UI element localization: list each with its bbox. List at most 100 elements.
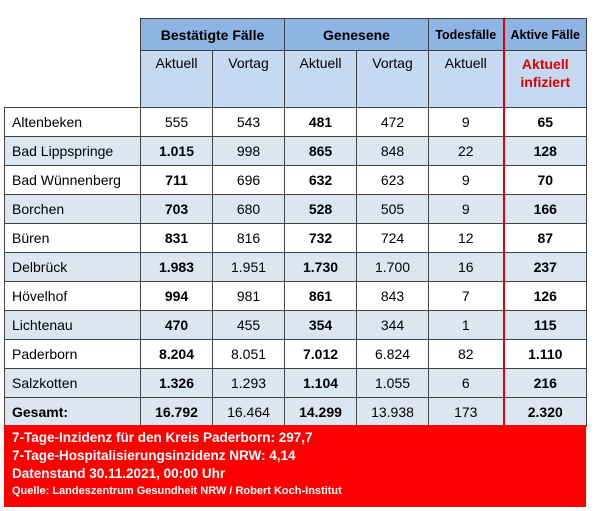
cell: 128	[502, 136, 588, 166]
cell: 543	[211, 107, 286, 137]
cell: 8.204	[140, 339, 213, 369]
group-header: Aktive Fälle	[502, 18, 588, 51]
cell: 711	[140, 165, 213, 195]
cell: 8.051	[211, 339, 286, 369]
cell: 724	[356, 223, 430, 253]
sub-header: Aktuell infiziert	[502, 50, 588, 108]
cell: 994	[140, 281, 213, 311]
data-row: Salzkotten 1.326 1.293 1.104 1.055 6 216	[4, 368, 588, 398]
cell: 237	[502, 252, 588, 282]
cell: 1	[428, 310, 505, 340]
cell: 732	[284, 223, 358, 253]
row-label: Delbrück	[4, 252, 141, 282]
group-header: Genesene	[284, 18, 430, 51]
cell: 16.792	[140, 397, 213, 427]
info-box: 7-Tage-Inzidenz für den Kreis Paderborn:…	[4, 425, 586, 507]
cell: 528	[284, 194, 358, 224]
row-label: Altenbeken	[4, 107, 141, 137]
corner	[4, 50, 141, 108]
cell: 505	[356, 194, 430, 224]
data-row: Bad Lippspringe 1.015 998 865 848 22 128	[4, 136, 588, 166]
cell: 981	[211, 281, 286, 311]
data-row: Delbrück 1.983 1.951 1.730 1.700 16 237	[4, 252, 588, 282]
info-line: 7-Tage-Hospitalisierungsinzidenz NRW: 4,…	[12, 448, 296, 463]
data-row: Hövelhof 994 981 861 843 7 126	[4, 281, 588, 311]
row-label: Paderborn	[4, 339, 141, 369]
corner	[4, 18, 141, 51]
cell: 87	[502, 223, 588, 253]
cell: 481	[284, 107, 358, 137]
data-row: Paderborn 8.204 8.051 7.012 6.824 82 1.110	[4, 339, 588, 369]
row-label: Gesamt:	[4, 397, 141, 427]
cell: 843	[356, 281, 430, 311]
cell: 1.326	[140, 368, 213, 398]
cell: 703	[140, 194, 213, 224]
cell: 7	[428, 281, 505, 311]
cell: 166	[502, 194, 588, 224]
row-label: Salzkotten	[4, 368, 141, 398]
cell: 9	[428, 107, 505, 137]
cell: 9	[428, 165, 505, 195]
cell: 126	[502, 281, 588, 311]
cell: 173	[428, 397, 505, 427]
cell: 861	[284, 281, 358, 311]
info-line: 7-Tage-Inzidenz für den Kreis Paderborn:…	[12, 430, 313, 445]
cell: 816	[211, 223, 286, 253]
row-label: Bad Lippspringe	[4, 136, 141, 166]
sub-header-row: Aktuell Vortag Aktuell Vortag Aktuell Aktuell…	[4, 50, 588, 108]
cell: 1.055	[356, 368, 430, 398]
data-row: Büren 831 816 732 724 12 87	[4, 223, 588, 253]
group-header: Bestätigte Fälle	[139, 18, 286, 51]
data-row: Altenbeken 555 543 481 472 9 65	[4, 107, 588, 137]
cell: 7.012	[284, 339, 358, 369]
sub-header: Vortag	[211, 50, 286, 108]
info-line: Quelle: Landeszentrum Gesundheit NRW / R…	[12, 485, 342, 497]
cell: 865	[284, 136, 358, 166]
cell: 12	[428, 223, 505, 253]
cell: 696	[211, 165, 286, 195]
cell: 1.293	[211, 368, 286, 398]
row-label: Borchen	[4, 194, 141, 224]
row-label: Lichtenau	[4, 310, 141, 340]
cell: 70	[502, 165, 588, 195]
cell: 22	[428, 136, 505, 166]
row-label: Bad Wünnenberg	[4, 165, 141, 195]
sub-header: Aktuell	[140, 50, 213, 108]
cell: 455	[211, 310, 286, 340]
cell: 632	[284, 165, 358, 195]
total-row: Gesamt: 16.792 16.464 14.299 13.938 173 2.320	[4, 397, 588, 427]
cell: 1.015	[140, 136, 213, 166]
cell: 115	[502, 310, 588, 340]
cell: 470	[140, 310, 213, 340]
cell: 623	[356, 165, 430, 195]
cell: 680	[211, 194, 286, 224]
cell: 998	[211, 136, 286, 166]
data-row: Bad Wünnenberg 711 696 632 623 9 70	[4, 165, 588, 195]
cell: 1.983	[140, 252, 213, 282]
cell: 848	[356, 136, 430, 166]
cell: 13.938	[356, 397, 430, 427]
cell: 16.464	[211, 397, 286, 427]
cell: 82	[428, 339, 505, 369]
cell: 555	[140, 107, 213, 137]
cell: 16	[428, 252, 505, 282]
cell: 2.320	[502, 397, 588, 427]
cell: 1.730	[284, 252, 358, 282]
cell: 831	[140, 223, 213, 253]
cell: 6.824	[356, 339, 430, 369]
cell: 1.700	[356, 252, 430, 282]
cell: 216	[502, 368, 588, 398]
cell: 9	[428, 194, 505, 224]
cell: 472	[356, 107, 430, 137]
cell: 1.951	[211, 252, 286, 282]
group-header-row: Bestätigte Fälle Genesene Todesfälle Aktive…	[4, 18, 588, 51]
data-row: Lichtenau 470 455 354 344 1 115	[4, 310, 588, 340]
cell: 344	[356, 310, 430, 340]
sub-header: Aktuell	[428, 50, 505, 108]
group-header: Todesfälle	[428, 18, 505, 51]
case-table: Bestätigte Fälle Genesene Todesfälle Aktive…	[4, 18, 588, 427]
cell: 65	[502, 107, 588, 137]
row-label: Büren	[4, 223, 141, 253]
info-line: Datenstand 30.11.2021, 00:00 Uhr	[12, 466, 226, 481]
